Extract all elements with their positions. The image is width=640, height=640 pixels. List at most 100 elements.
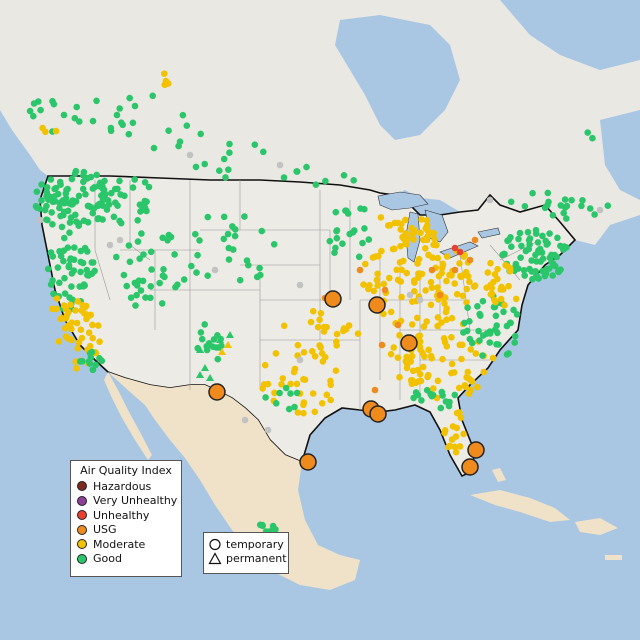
monitor-point [72, 167, 80, 175]
canada-land [0, 0, 640, 245]
monitor-point [320, 328, 328, 335]
legend-item-usg: USG [71, 523, 181, 538]
monitor-point [397, 242, 404, 250]
monitor-point [515, 235, 522, 243]
monitor-point [349, 229, 357, 236]
monitor-point [486, 339, 494, 346]
monitor-point [510, 306, 517, 314]
monitor-point [84, 219, 92, 226]
monitor-point [467, 386, 474, 394]
monitor-point [528, 257, 535, 264]
monitor-point [479, 297, 487, 305]
monitor-point [591, 211, 598, 218]
monitor-point [578, 202, 585, 210]
monitor-point [521, 272, 528, 279]
monitor-point [85, 272, 92, 279]
monitor-point [466, 335, 474, 343]
legend-label: Good [93, 552, 122, 566]
monitor-point [70, 267, 78, 274]
monitor-point [555, 268, 562, 276]
monitor-point [74, 298, 82, 305]
monitor-point [282, 384, 290, 392]
monitor-point [110, 213, 118, 221]
monitor-point [159, 272, 167, 280]
moderate-swatch [77, 539, 87, 550]
monitor-point [414, 314, 421, 322]
monitor-point [386, 222, 394, 229]
monitor-point [491, 303, 499, 311]
monitor-point [308, 348, 316, 355]
monitor-point [418, 216, 425, 223]
monitor-point [180, 276, 188, 283]
monitor-point [493, 341, 500, 348]
monitor-point [439, 260, 447, 268]
monitor-point [139, 277, 147, 285]
monitor-point [408, 352, 416, 360]
monitor-point [60, 211, 67, 219]
monitor-point [311, 408, 319, 416]
monitor-point [98, 192, 105, 199]
monitor-point [535, 275, 542, 282]
monitor-point [174, 281, 181, 289]
monitor-point [370, 287, 378, 295]
monitor-point [201, 160, 208, 168]
monitor-point [165, 127, 172, 134]
monitor-point [147, 294, 154, 302]
cuba [470, 490, 570, 522]
monitor-point [253, 273, 261, 281]
monitor-point [272, 350, 280, 357]
monitor-point [456, 443, 464, 450]
monitor-point [361, 205, 368, 213]
monitor-point [33, 188, 41, 195]
monitor-point [43, 184, 51, 191]
monitor-point [498, 285, 506, 293]
monitor-point [83, 266, 91, 274]
monitor-point [72, 307, 79, 314]
monitor-point [487, 281, 494, 289]
monitor-point [472, 350, 480, 357]
lake-ontario [477, 227, 501, 239]
monitor-point [505, 350, 512, 357]
monitor-point [113, 111, 121, 119]
monitor-point [225, 256, 233, 263]
monitor-point [429, 391, 437, 399]
monitor-point [425, 346, 433, 354]
monitor-point [56, 204, 63, 212]
monitor-point [317, 344, 325, 351]
monitor-point [99, 202, 107, 209]
monitor-point [532, 230, 540, 237]
monitor-point [400, 257, 407, 265]
monitor-point [75, 192, 83, 200]
monitor-point [506, 265, 514, 272]
monitor-point [241, 213, 248, 220]
legend-label: Very Unhealthy [93, 494, 178, 508]
monitor-point [192, 163, 200, 171]
monitor-point [486, 328, 494, 335]
monitor-point [276, 389, 283, 397]
usg-temporary-monitor [467, 441, 485, 459]
monitor-point [398, 220, 405, 228]
monitor-point [333, 342, 341, 349]
monitor-point [407, 358, 415, 365]
monitor-point [65, 335, 72, 342]
monitor-point [440, 335, 448, 342]
monitor-point [420, 323, 428, 330]
monitor-point [48, 209, 55, 216]
monitor-point [293, 380, 301, 388]
monitor-point [105, 201, 113, 208]
monitor-point [167, 233, 175, 241]
monitor-point [259, 385, 267, 392]
monitor-point [545, 198, 552, 206]
hispaniola [575, 518, 618, 535]
monitor-point [291, 403, 298, 411]
monitor-point [156, 279, 163, 287]
monitor-point [544, 240, 551, 247]
monitor-point [484, 269, 492, 276]
monitor-point [520, 267, 528, 274]
monitor-point [131, 102, 139, 110]
monitor-point [371, 386, 379, 394]
monitor-point [73, 103, 80, 111]
monitor-point [84, 175, 91, 182]
monitor-point [61, 290, 69, 297]
monitor-point [437, 404, 445, 412]
